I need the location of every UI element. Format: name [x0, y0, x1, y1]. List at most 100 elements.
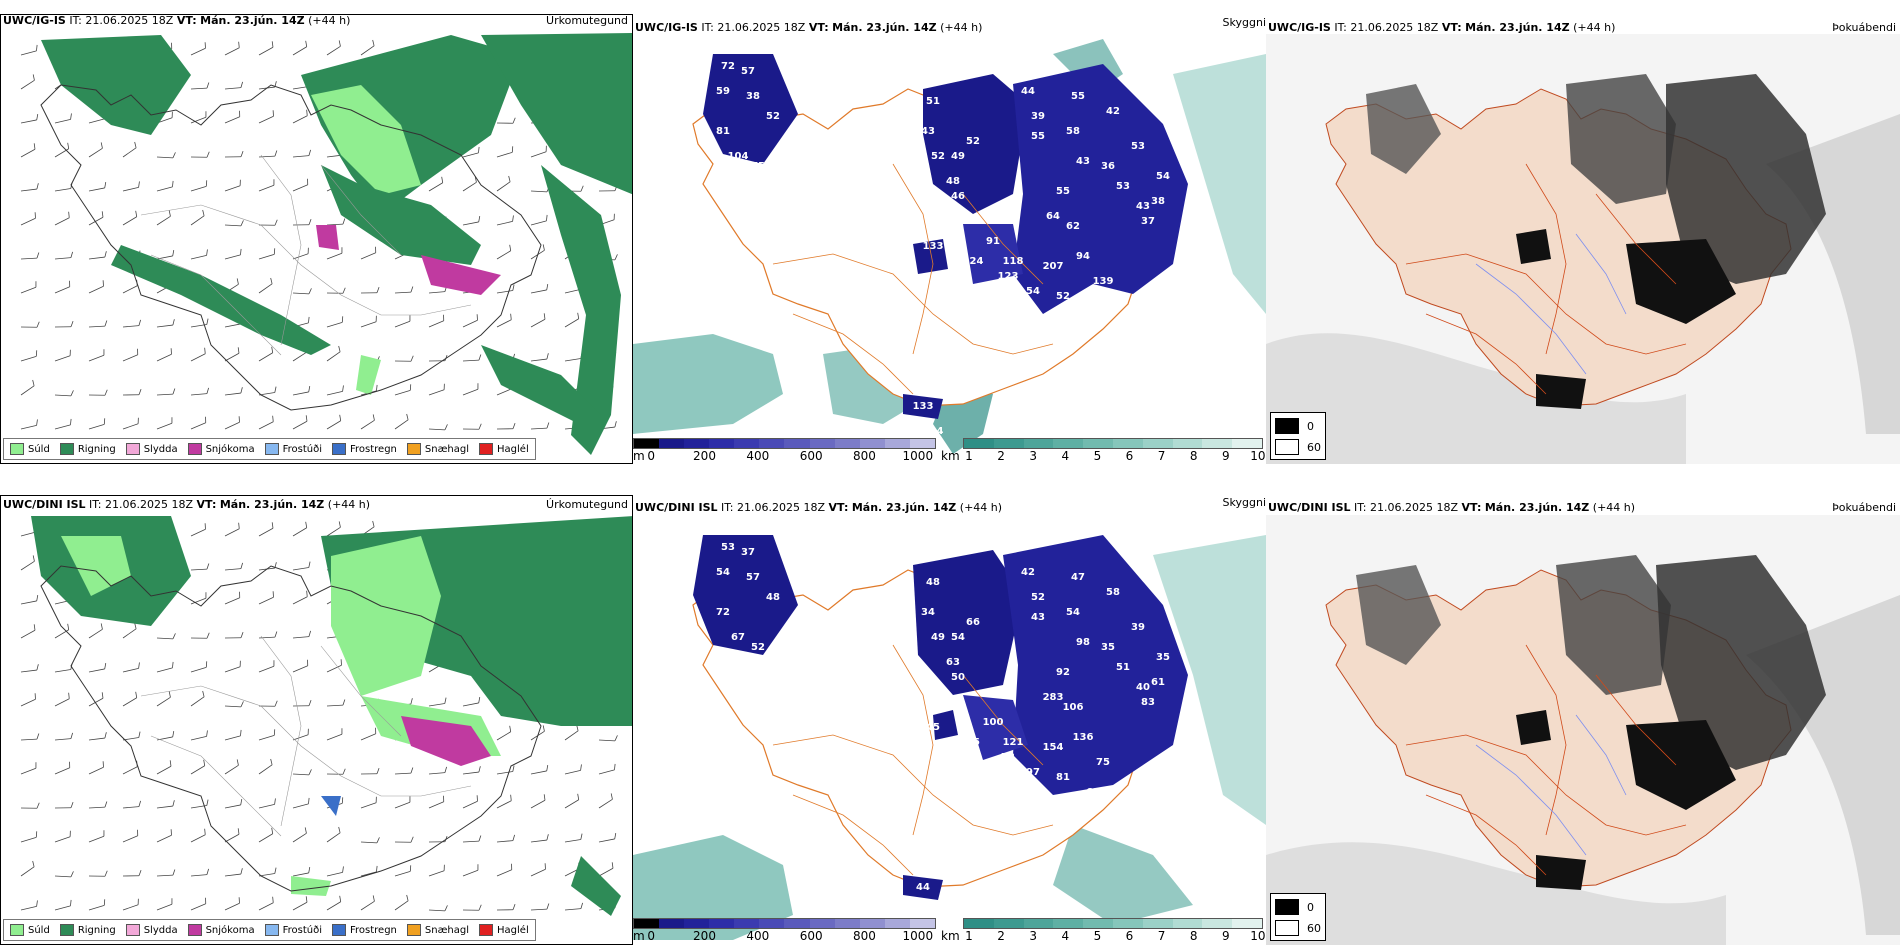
wind-barb-flag: [134, 141, 137, 148]
colorbar-segment: [684, 919, 710, 928]
wind-barb-flag: [611, 862, 614, 869]
wind-barb: [20, 738, 37, 741]
wind-barb-flag: [237, 347, 240, 354]
issue-time: 21.06.2025 18Z: [1370, 501, 1459, 514]
wind-barb: [54, 424, 71, 430]
wind-barb-flag: [240, 701, 244, 708]
wind-barb: [224, 528, 240, 537]
colorbar-tick-label: 3: [1029, 929, 1038, 943]
cloudbase-strip: [633, 438, 936, 449]
wind-barb-flag: [274, 386, 277, 393]
wind-barb-flag: [134, 622, 137, 629]
wind-barb: [190, 255, 207, 260]
cloud-base-label: 100: [983, 717, 1004, 728]
wind-barb-flag: [36, 252, 40, 259]
wind-barb: [122, 354, 138, 362]
wind-barb-flag: [240, 562, 244, 569]
wind-barb: [326, 223, 343, 226]
model-name: UWC/IG-IS: [3, 14, 66, 27]
legend-item-rigning: Rigning: [59, 443, 116, 455]
wind-barb-flag: [36, 44, 38, 51]
wind-barb: [292, 527, 307, 537]
wind-barb-flag: [32, 74, 35, 81]
wind-barb: [428, 703, 445, 707]
wind-barb-flag: [104, 662, 107, 670]
wind-barb-flag: [135, 210, 138, 217]
wind-barb: [292, 351, 307, 362]
legend-item-slydda: Slydda: [125, 924, 178, 936]
legend-swatch: [59, 924, 74, 936]
fog-map[interactable]: [1266, 14, 1900, 464]
cloud-base-label: 46: [756, 662, 770, 673]
wind-barb-flag: [342, 287, 346, 294]
issue-time: 21.06.2025 18Z: [105, 498, 194, 511]
precip-map[interactable]: [1, 15, 633, 464]
wind-barb-flag: [33, 143, 36, 150]
colorbar-tick-label: 10: [1250, 449, 1266, 463]
wind-barb-flag: [240, 387, 243, 394]
model-name: UWC/IG-IS: [1268, 21, 1331, 34]
lead-time: (+44 h): [1592, 501, 1636, 514]
cloud-base-label: 81: [716, 126, 730, 137]
wind-barb-flag: [238, 41, 240, 48]
wind-barb: [224, 224, 241, 227]
wind-barb: [258, 527, 274, 537]
wind-barb: [564, 799, 579, 809]
wind-barb: [496, 250, 511, 260]
legend-swatch: [187, 924, 202, 936]
colorbar-tick-label: 7: [1157, 449, 1166, 463]
wind-barb-flag: [172, 152, 176, 159]
legend-swatch: [125, 924, 140, 936]
wind-barb: [292, 253, 309, 260]
wind-barb-flag: [138, 181, 140, 188]
wind-barb: [54, 217, 70, 226]
wind-barb: [224, 666, 241, 673]
wind-barb: [20, 217, 36, 226]
wind-barb: [224, 352, 240, 362]
cloud-base-label: 39: [1131, 622, 1145, 633]
legend-swatch: [1275, 899, 1299, 915]
wind-barb-flag: [614, 254, 618, 261]
colorbar-segment: [834, 439, 860, 448]
lead-time: (+44 h): [308, 14, 351, 27]
wind-barb-flag: [580, 902, 584, 909]
wind-barb: [190, 666, 207, 673]
wind-barb-flag: [406, 413, 409, 420]
wind-barb: [258, 636, 275, 639]
cloud-base-label: 51: [926, 96, 940, 107]
colorbar-segment: [1202, 439, 1233, 448]
wind-barb: [20, 385, 35, 396]
wind-barb: [360, 871, 377, 877]
colorbar-segment: [1172, 439, 1203, 448]
cloud-base-label: 106: [1063, 702, 1084, 713]
cloud-base-label: 59: [716, 86, 730, 97]
wind-barb: [360, 321, 377, 328]
wind-barb-flag: [271, 827, 274, 834]
precip-map[interactable]: [1, 496, 633, 945]
wind-barb: [122, 904, 139, 911]
wind-barb: [258, 764, 273, 775]
precip-type-label: Úrkomutegund: [546, 14, 628, 27]
wind-barb-flag: [338, 826, 341, 833]
wind-barb: [190, 353, 206, 362]
wind-barb-flag: [444, 424, 448, 431]
wind-barb-flag: [510, 313, 512, 320]
legend-label: Snæhagl: [424, 924, 470, 936]
wind-barb-flag: [204, 347, 206, 354]
wind-barb-flag: [478, 904, 482, 911]
wind-barb: [20, 286, 37, 294]
wind-barb: [122, 423, 139, 430]
wind-barb-flag: [172, 180, 174, 187]
cloud-base-label: 52: [966, 136, 980, 147]
wind-barb: [564, 730, 579, 741]
legend-swatch: [125, 443, 140, 455]
wind-barb: [122, 187, 139, 192]
cloud-base-label: 94: [1076, 251, 1090, 262]
fog-map[interactable]: [1266, 495, 1900, 945]
wind-barb: [394, 389, 411, 396]
cloud-base-label: 133: [923, 241, 944, 252]
wind-barb: [530, 289, 547, 294]
colorbar-segment: [1142, 919, 1173, 928]
